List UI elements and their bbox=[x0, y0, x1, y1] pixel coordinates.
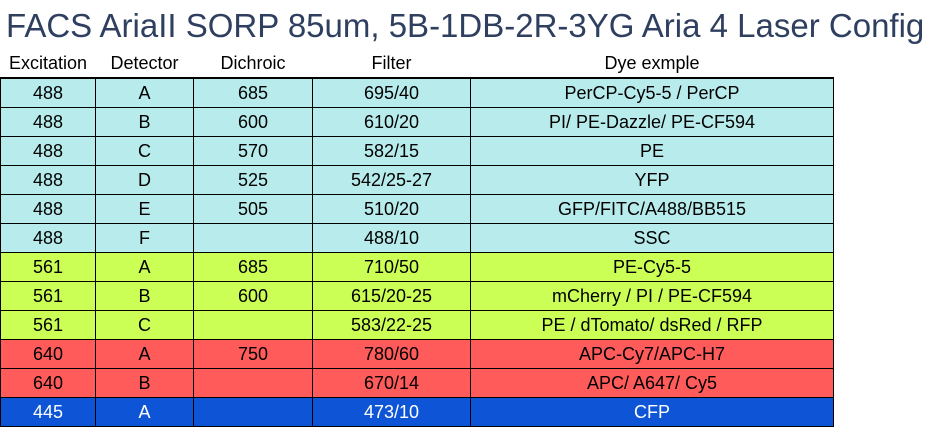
detector-cell: A bbox=[95, 252, 194, 282]
dichroic-cell: 570 bbox=[193, 136, 313, 166]
excitation-cell: 488 bbox=[0, 136, 96, 166]
dye-example-cell: CFP bbox=[470, 397, 834, 427]
dye-example-cell: APC-Cy7/APC-H7 bbox=[470, 339, 834, 369]
detector-cell: A bbox=[95, 397, 194, 427]
dye-example-cell: mCherry / PI / PE-CF594 bbox=[470, 281, 834, 311]
table-row: 640 B 670/14 APC/ A647/ Cy5 bbox=[0, 368, 834, 398]
table-body: 488 A 685 695/40 PerCP-Cy5-5 / PerCP 488 B 600 6… bbox=[0, 77, 834, 427]
table-row: 488 D 525 542/25-27 YFP bbox=[0, 165, 834, 195]
dichroic-cell bbox=[193, 223, 313, 253]
table-row: 488 C 570 582/15 PE bbox=[0, 136, 834, 166]
filter-cell: 670/14 bbox=[312, 368, 471, 398]
dye-example-cell: PE / dTomato/ dsRed / RFP bbox=[470, 310, 834, 340]
table-row: 445 A 473/10 CFP bbox=[0, 397, 834, 427]
detector-cell: A bbox=[95, 339, 194, 369]
filter-cell: 542/25-27 bbox=[312, 165, 471, 195]
filter-cell: 582/15 bbox=[312, 136, 471, 166]
excitation-cell: 488 bbox=[0, 165, 96, 195]
table-row: 488 F 488/10 SSC bbox=[0, 223, 834, 253]
filter-cell: 615/20-25 bbox=[312, 281, 471, 311]
detector-cell: C bbox=[95, 136, 194, 166]
excitation-cell: 488 bbox=[0, 77, 96, 108]
dye-example-cell: GFP/FITC/A488/BB515 bbox=[470, 194, 834, 224]
filter-cell: 510/20 bbox=[312, 194, 471, 224]
filter-cell: 695/40 bbox=[312, 77, 471, 108]
laser-config-table: Excitation Detector Dichroic Filter Dye … bbox=[0, 50, 834, 427]
table-row: 488 E 505 510/20 GFP/FITC/A488/BB515 bbox=[0, 194, 834, 224]
dye-example-cell: PI/ PE-Dazzle/ PE-CF594 bbox=[470, 107, 834, 137]
dichroic-cell: 600 bbox=[193, 107, 313, 137]
dye-example-cell: PE-Cy5-5 bbox=[470, 252, 834, 282]
excitation-cell: 488 bbox=[0, 107, 96, 137]
table-row: 561 A 685 710/50 PE-Cy5-5 bbox=[0, 252, 834, 282]
filter-cell: 780/60 bbox=[312, 339, 471, 369]
column-header-excitation: Excitation bbox=[0, 50, 96, 79]
filter-cell: 610/20 bbox=[312, 107, 471, 137]
column-header-detector: Detector bbox=[95, 50, 194, 79]
dye-example-cell: APC/ A647/ Cy5 bbox=[470, 368, 834, 398]
dichroic-cell: 685 bbox=[193, 252, 313, 282]
detector-cell: B bbox=[95, 107, 194, 137]
dichroic-cell: 525 bbox=[193, 165, 313, 195]
dichroic-cell bbox=[193, 397, 313, 427]
table-row: 561 C 583/22-25 PE / dTomato/ dsRed / RFP bbox=[0, 310, 834, 340]
excitation-cell: 561 bbox=[0, 310, 96, 340]
detector-cell: B bbox=[95, 281, 194, 311]
table-row: 488 B 600 610/20 PI/ PE-Dazzle/ PE-CF594 bbox=[0, 107, 834, 137]
dichroic-cell: 685 bbox=[193, 77, 313, 108]
filter-cell: 710/50 bbox=[312, 252, 471, 282]
detector-cell: C bbox=[95, 310, 194, 340]
dye-example-cell: PE bbox=[470, 136, 834, 166]
dichroic-cell: 750 bbox=[193, 339, 313, 369]
table-row: 488 A 685 695/40 PerCP-Cy5-5 / PerCP bbox=[0, 77, 834, 108]
dichroic-cell bbox=[193, 310, 313, 340]
excitation-cell: 561 bbox=[0, 252, 96, 282]
column-header-dichroic: Dichroic bbox=[193, 50, 313, 79]
table-row: 640 A 750 780/60 APC-Cy7/APC-H7 bbox=[0, 339, 834, 369]
detector-cell: E bbox=[95, 194, 194, 224]
filter-cell: 473/10 bbox=[312, 397, 471, 427]
filter-cell: 583/22-25 bbox=[312, 310, 471, 340]
excitation-cell: 488 bbox=[0, 194, 96, 224]
detector-cell: B bbox=[95, 368, 194, 398]
excitation-cell: 640 bbox=[0, 339, 96, 369]
excitation-cell: 561 bbox=[0, 281, 96, 311]
detector-cell: D bbox=[95, 165, 194, 195]
sheet-title: FACS AriaII SORP 85um, 5B-1DB-2R-3YG Ari… bbox=[6, 7, 925, 44]
dye-example-cell: PerCP-Cy5-5 / PerCP bbox=[470, 77, 834, 108]
dye-example-cell: SSC bbox=[470, 223, 834, 253]
excitation-cell: 640 bbox=[0, 368, 96, 398]
dichroic-cell: 505 bbox=[193, 194, 313, 224]
column-header-dye-example: Dye exmple bbox=[470, 50, 834, 79]
dichroic-cell: 600 bbox=[193, 281, 313, 311]
column-header-filter: Filter bbox=[312, 50, 471, 79]
detector-cell: A bbox=[95, 77, 194, 108]
filter-cell: 488/10 bbox=[312, 223, 471, 253]
excitation-cell: 445 bbox=[0, 397, 96, 427]
excitation-cell: 488 bbox=[0, 223, 96, 253]
detector-cell: F bbox=[95, 223, 194, 253]
header-row: Excitation Detector Dichroic Filter Dye … bbox=[0, 50, 834, 79]
dye-example-cell: YFP bbox=[470, 165, 834, 195]
table-row: 561 B 600 615/20-25 mCherry / PI / PE-CF594 bbox=[0, 281, 834, 311]
dichroic-cell bbox=[193, 368, 313, 398]
